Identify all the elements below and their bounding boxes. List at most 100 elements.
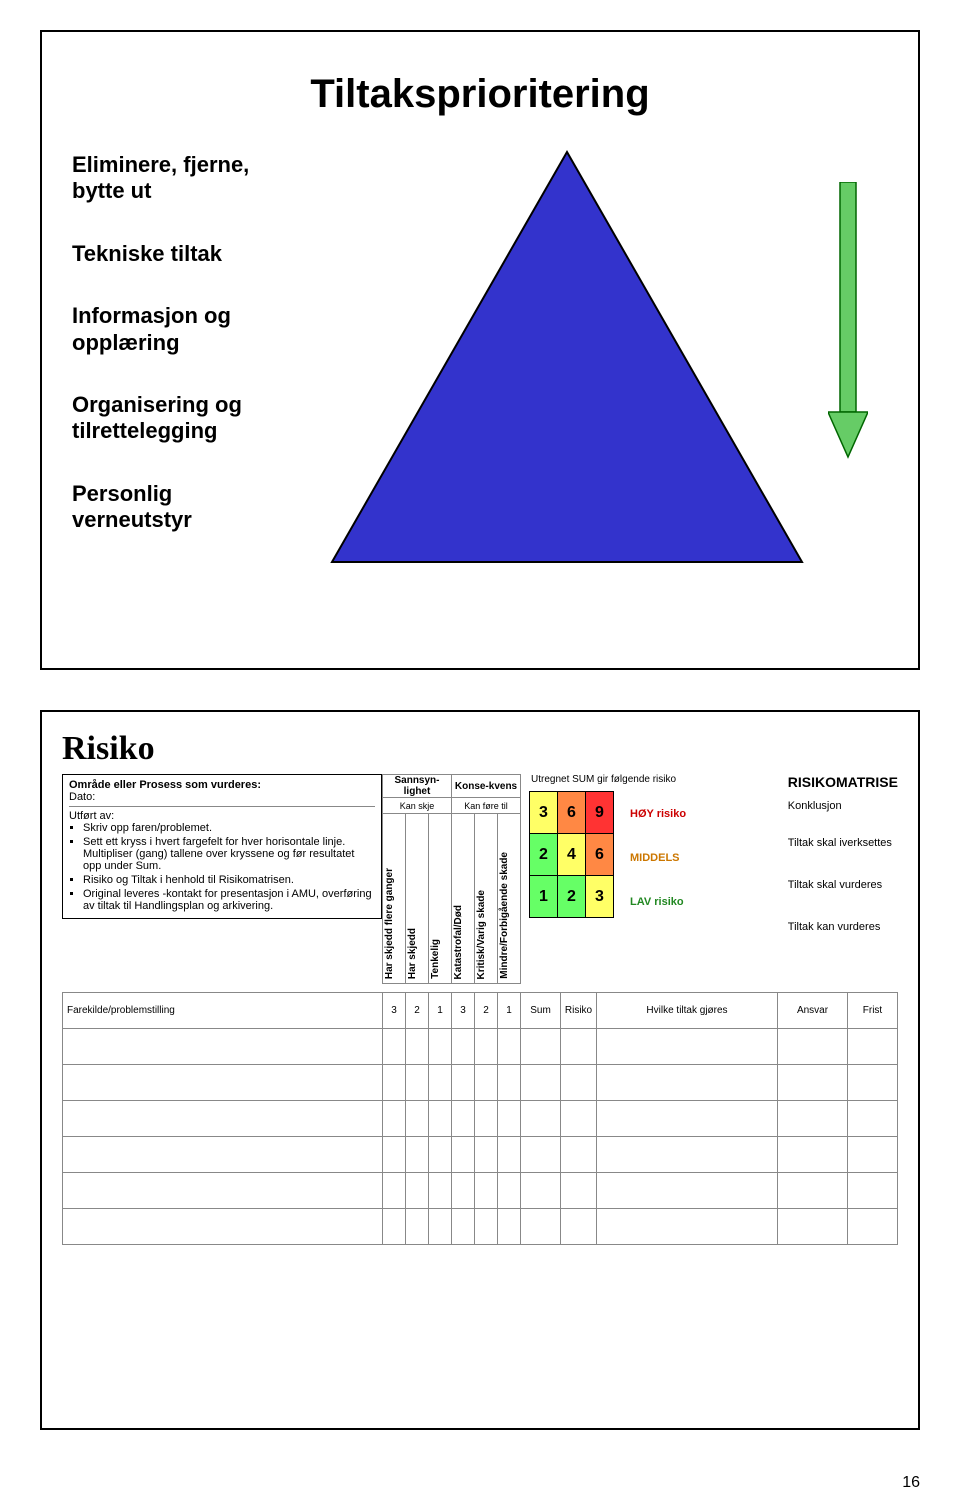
th-num: 1	[498, 993, 521, 1029]
list-item: Personlig verneutstyr	[72, 481, 249, 534]
priority-list: Eliminere, fjerne, bytte ut Tekniske til…	[72, 152, 249, 570]
table-cell	[498, 1173, 521, 1209]
th-num: 2	[475, 993, 498, 1029]
table-cell	[597, 1209, 778, 1245]
matrix-cell: 3	[530, 792, 558, 834]
risikomatrise-title: RISIKOMATRISE	[788, 774, 898, 790]
table-row	[63, 1173, 898, 1209]
th-tiltak: Hvilke tiltak gjøres	[597, 993, 778, 1029]
th-farekilde: Farekilde/problemstilling	[63, 993, 383, 1029]
top-row: Område eller Prosess som vurderes: Dato:…	[62, 774, 898, 984]
table-cell	[848, 1137, 898, 1173]
table-cell	[778, 1137, 848, 1173]
table-cell	[383, 1101, 406, 1137]
vert-label: Kritisk/Varig skade	[475, 814, 498, 984]
table-cell	[406, 1137, 429, 1173]
column-headers: Sannsyn-lighet Konse-kvens Kan skje Kan …	[382, 774, 521, 984]
table-cell	[778, 1209, 848, 1245]
table-cell	[597, 1101, 778, 1137]
table-cell	[597, 1029, 778, 1065]
sub-header: Kan skje	[383, 798, 452, 814]
vert-label: Tenkelig	[429, 814, 452, 984]
matrix-cell: 9	[586, 792, 614, 834]
list-item: Sett ett kryss i hvert fargefelt for hve…	[83, 836, 375, 872]
risk-level: MIDDELS	[628, 837, 688, 879]
conclusion-row: Tiltak kan vurderes	[788, 906, 898, 948]
table-cell	[778, 1065, 848, 1101]
table-cell	[63, 1137, 383, 1173]
table-cell	[597, 1065, 778, 1101]
table-cell	[406, 1101, 429, 1137]
table-cell	[406, 1173, 429, 1209]
table-cell	[63, 1101, 383, 1137]
th-num: 2	[406, 993, 429, 1029]
list-item: Eliminere, fjerne, bytte ut	[72, 152, 249, 205]
instructions-list: Skriv opp faren/problemet. Sett ett krys…	[83, 822, 375, 912]
risk-level-labels: HØY risiko MIDDELS LAV risiko	[626, 791, 690, 925]
table-cell	[383, 1029, 406, 1065]
table-row	[63, 1065, 898, 1101]
table-cell	[452, 1173, 475, 1209]
table-cell	[429, 1209, 452, 1245]
table-cell	[63, 1065, 383, 1101]
table-cell	[475, 1101, 498, 1137]
table-cell	[521, 1101, 561, 1137]
conclusion-block: RISIKOMATRISE Konklusjon Tiltak skal ive…	[788, 774, 898, 948]
table-cell	[597, 1137, 778, 1173]
slide-2: Risiko Område eller Prosess som vurderes…	[40, 710, 920, 1430]
table-cell	[498, 1137, 521, 1173]
table-cell	[521, 1137, 561, 1173]
list-item: Organisering og tilrettelegging	[72, 392, 249, 445]
triangle-diagram	[322, 142, 812, 582]
vert-label: Katastrofal/Død	[452, 814, 475, 984]
table-cell	[597, 1173, 778, 1209]
table-cell	[778, 1029, 848, 1065]
table-cell	[521, 1209, 561, 1245]
risk-level: HØY risiko	[628, 793, 688, 835]
list-item: Informasjon og opplæring	[72, 303, 249, 356]
table-cell	[452, 1029, 475, 1065]
table-cell	[521, 1173, 561, 1209]
list-item: Tekniske tiltak	[72, 241, 249, 267]
date-label: Dato:	[69, 791, 375, 803]
th-frist: Frist	[848, 993, 898, 1029]
performed-by-label: Utført av:	[69, 810, 375, 822]
table-cell	[406, 1209, 429, 1245]
down-arrow-icon	[828, 182, 868, 462]
table-cell	[383, 1137, 406, 1173]
table-cell	[521, 1065, 561, 1101]
table-cell	[561, 1101, 597, 1137]
table-cell	[406, 1065, 429, 1101]
th-num: 3	[452, 993, 475, 1029]
th-num: 3	[383, 993, 406, 1029]
conclusion-row: Tiltak skal iverksettes	[788, 822, 898, 864]
matrix-header: Utregnet SUM gir følgende risiko	[529, 774, 690, 785]
sub-header: Kan føre til	[452, 798, 521, 814]
th-sum: Sum	[521, 993, 561, 1029]
table-cell	[429, 1065, 452, 1101]
consequence-header: Konse-kvens	[452, 775, 521, 798]
table-row	[63, 1029, 898, 1065]
table-cell	[475, 1209, 498, 1245]
table-cell	[475, 1137, 498, 1173]
table-cell	[848, 1209, 898, 1245]
risk-table: Farekilde/problemstilling 3 2 1 3 2 1 Su…	[62, 992, 898, 1245]
slide2-title: Risiko	[62, 730, 898, 768]
table-cell	[383, 1173, 406, 1209]
slide-1: Tiltaksprioritering Eliminere, fjerne, b…	[40, 30, 920, 670]
table-cell	[429, 1101, 452, 1137]
matrix-cell: 4	[558, 834, 586, 876]
vert-label: Mindre/Forbigående skade	[498, 814, 521, 984]
table-cell	[778, 1101, 848, 1137]
th-num: 1	[429, 993, 452, 1029]
table-row	[63, 1209, 898, 1245]
matrix-cell: 6	[586, 834, 614, 876]
vert-label: Har skjedd	[406, 814, 429, 984]
matrix-grid: 3 6 9 2 4 6 1 2 3	[529, 791, 614, 918]
table-cell	[429, 1029, 452, 1065]
table-cell	[848, 1065, 898, 1101]
table-cell	[475, 1029, 498, 1065]
table-cell	[452, 1137, 475, 1173]
list-item: Original leveres -kontakt for presentasj…	[83, 888, 375, 912]
table-cell	[63, 1173, 383, 1209]
